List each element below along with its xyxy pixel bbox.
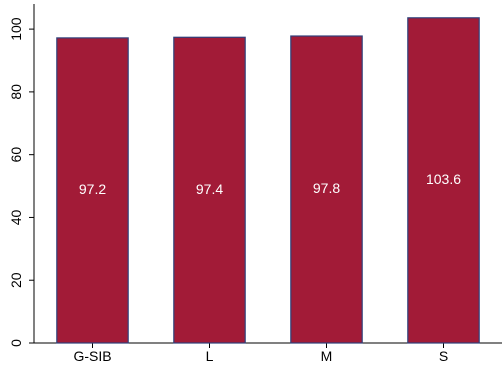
bar-m [290, 35, 363, 344]
bars-group [56, 17, 480, 344]
x-tick-label: G-SIB [73, 348, 111, 364]
bar-value-label: 97.2 [79, 181, 106, 197]
bar-value-label: 97.8 [313, 180, 340, 196]
bar-value-label: 103.6 [426, 171, 461, 187]
y-axis: 0 20 40 60 80 100 [8, 4, 35, 347]
x-axis: G-SIB L M S [34, 342, 502, 364]
y-tick-label: 20 [8, 272, 24, 288]
data-labels-group: 97.2 97.4 97.8 103.6 [79, 171, 461, 197]
bar-l [173, 36, 246, 344]
y-tick-label: 80 [8, 84, 24, 100]
bar-s [407, 17, 480, 344]
x-tick-label: S [439, 348, 448, 364]
y-tick-label: 100 [8, 17, 24, 41]
y-tick-label: 60 [8, 147, 24, 163]
x-tick-label: L [206, 348, 214, 364]
bar-g-sib [56, 37, 129, 344]
y-tick-label: 0 [8, 339, 24, 347]
bar-value-label: 97.4 [196, 181, 223, 197]
x-tick-label: M [321, 348, 333, 364]
y-tick-label: 40 [8, 209, 24, 225]
